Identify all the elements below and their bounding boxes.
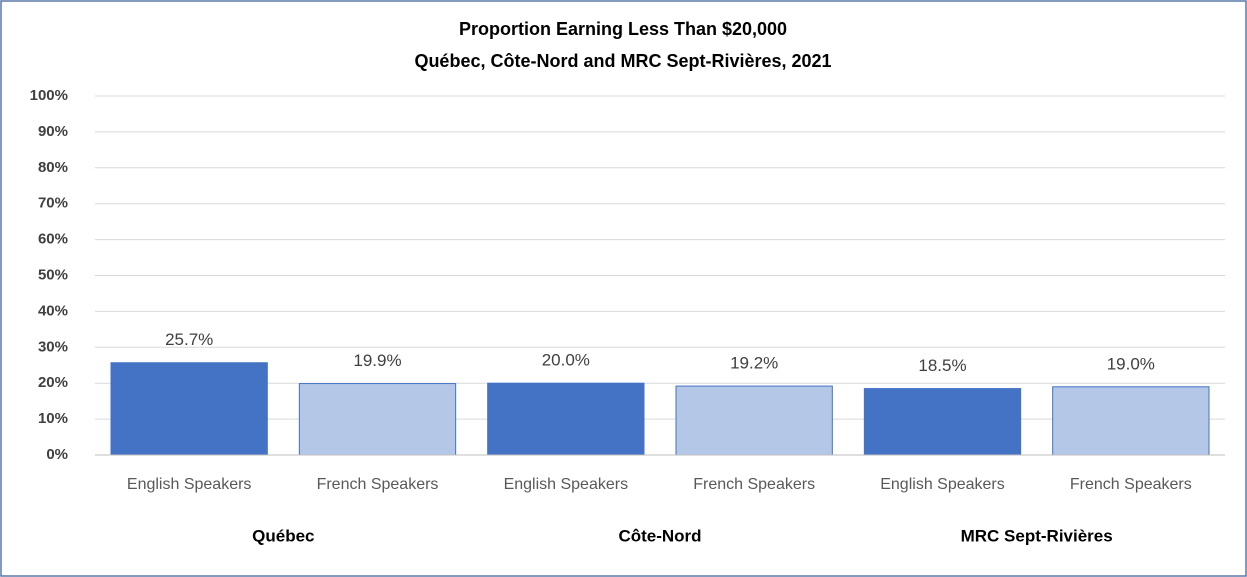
bar (675, 385, 833, 456)
y-tick-label: 40% (38, 302, 68, 319)
bar (1052, 386, 1210, 456)
y-tick-label: 60% (38, 231, 68, 248)
bar (110, 362, 268, 456)
x-tick-label: English Speakers (880, 476, 1005, 493)
y-tick-label: 10% (38, 410, 68, 427)
bar (298, 383, 457, 456)
value-label: 18.5% (918, 356, 966, 375)
value-label: 19.2% (730, 354, 778, 373)
x-tick-label: French Speakers (693, 476, 815, 493)
y-tick-label: 100% (30, 87, 68, 104)
group-label: Québec (252, 526, 314, 545)
value-label: 25.7% (165, 330, 213, 349)
value-label: 20.0% (542, 351, 590, 370)
group-label: Côte-Nord (618, 526, 701, 545)
bar (487, 382, 645, 456)
y-tick-label: 30% (38, 338, 68, 355)
value-label: 19.9% (353, 351, 401, 370)
x-tick-label: English Speakers (504, 476, 629, 493)
y-tick-label: 70% (38, 195, 68, 212)
y-tick-label: 0% (46, 446, 68, 463)
x-tick-label: French Speakers (317, 476, 439, 493)
y-tick-label: 50% (38, 266, 68, 283)
bar (863, 388, 1022, 456)
group-label: MRC Sept-Rivières (961, 526, 1113, 545)
x-tick-label: French Speakers (1070, 476, 1192, 493)
value-label: 19.0% (1107, 354, 1155, 373)
y-tick-label: 90% (38, 123, 68, 140)
chart-title: Proportion Earning Less Than $20,000 (459, 19, 787, 39)
y-tick-label: 80% (38, 159, 68, 176)
chart-subtitle: Québec, Côte-Nord and MRC Sept-Rivières,… (414, 51, 831, 71)
x-tick-label: English Speakers (127, 476, 252, 493)
y-tick-label: 20% (38, 374, 68, 391)
